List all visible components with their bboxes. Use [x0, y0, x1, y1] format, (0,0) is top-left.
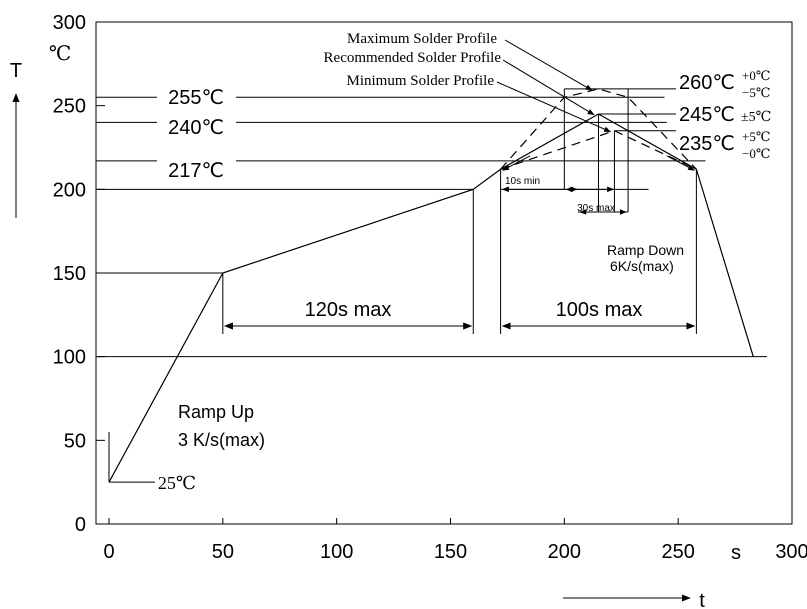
peak-235-tol-bottom: −0℃: [742, 146, 770, 161]
peak-245-tol: ±5℃: [741, 110, 771, 125]
y-tick-label-50: 50: [64, 430, 86, 452]
x-tick-label-100: 100: [320, 541, 353, 563]
label-217: 217℃: [168, 160, 224, 182]
series-maximum-solder-profile: [500, 88, 697, 170]
label-240: 240℃: [168, 117, 224, 139]
ramp-up-line2: 3 K/s(max): [178, 430, 265, 450]
x-tick-label-50: 50: [212, 541, 234, 563]
leader-recommended: [502, 59, 595, 116]
peak-245: 245℃: [679, 104, 735, 126]
label-30s-max: 30s max: [577, 203, 615, 214]
y-tick-label-150: 150: [53, 263, 86, 285]
peak-235: 235℃: [679, 133, 735, 155]
y-tick-label-200: 200: [53, 179, 86, 201]
x-tick-label-150: 150: [434, 541, 467, 563]
peak-260-tol-bottom: −5℃: [742, 85, 770, 100]
leader-minimum: [496, 81, 612, 133]
legend-maximum: Maximum Solder Profile: [347, 31, 497, 47]
label-25: 25℃: [158, 473, 196, 493]
y-tick-label-300: 300: [53, 12, 86, 34]
reference-lines: [96, 88, 767, 483]
y-tick-label-0: 0: [75, 514, 86, 536]
label-255: 255℃: [168, 87, 224, 109]
axis-ticks: 0 50 100 150 200 250 300 0 50 100 150 200 250 300: [53, 12, 807, 563]
ramp-down-line2: 6K/s(max): [610, 258, 674, 274]
x-tick-label-250: 250: [661, 541, 694, 563]
ramp-down-line1: Ramp Down: [607, 242, 684, 258]
t-axis-label: t: [699, 590, 705, 609]
label-120s-max: 120s max: [305, 299, 392, 321]
annotations: [496, 39, 696, 171]
series-minimum-solder-profile: [500, 130, 697, 170]
peak-260-tol-top: +0℃: [742, 68, 770, 83]
label-100s-max: 100s max: [556, 299, 643, 321]
arrowhead-right-end: [666, 155, 696, 171]
peak-260: 260℃: [679, 72, 735, 94]
arrowhead-left-start: [501, 155, 531, 171]
x-axis-label: s: [731, 542, 741, 564]
x-tick-label-0: 0: [103, 541, 114, 563]
x-tick-label-200: 200: [548, 541, 581, 563]
y-tick-label-250: 250: [53, 96, 86, 118]
ramp-up-line1: Ramp Up: [178, 402, 254, 422]
leader-maximum: [504, 39, 593, 91]
y-axis-label: T: [10, 60, 22, 82]
x-tick-label-300: 300: [775, 541, 807, 563]
peak-235-tol-top: +5℃: [742, 129, 770, 144]
y-tick-label-100: 100: [53, 347, 86, 369]
legend-minimum: Minimum Solder Profile: [347, 73, 495, 89]
legend-recommended: Recommended Solder Profile: [324, 50, 502, 66]
profile-series: [108, 88, 754, 483]
y-axis-unit: ℃: [49, 43, 71, 65]
label-10s-min: 10s min: [505, 176, 540, 187]
